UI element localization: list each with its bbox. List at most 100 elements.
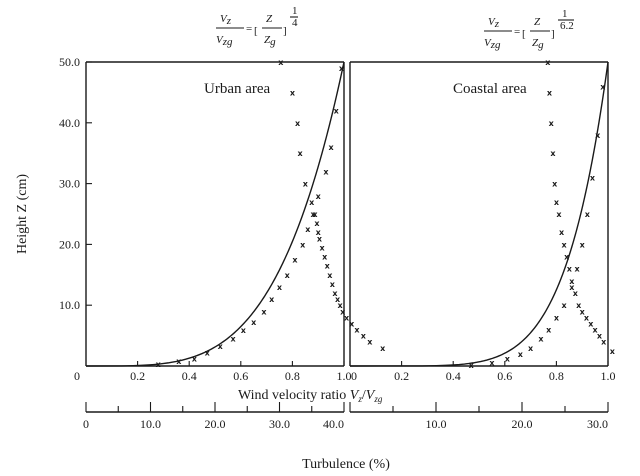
right-turbulence-tick-label: 20.0 <box>512 417 533 431</box>
left-turbulence-point: x <box>361 332 367 341</box>
left-y-tick-label: 50.0 <box>59 55 80 69</box>
urban-area-label: Urban area <box>204 81 271 97</box>
left-turbulence-point: x <box>290 88 296 97</box>
right-velocity-point: x <box>562 301 568 310</box>
left-velocity-point: x <box>329 143 335 152</box>
left-velocity-point: x <box>176 357 182 366</box>
right-x-tick-label: 1.0 <box>601 369 616 383</box>
left-y-tick-label: 20.0 <box>59 237 80 251</box>
right-velocity-point: x <box>546 326 552 335</box>
left-y-ticks: 10.0 20.0 30.0 40.0 50.0 0 <box>59 55 92 383</box>
formula-right-exp-den: 6.2 <box>560 20 574 32</box>
right-velocity-point: x <box>528 344 534 353</box>
right-velocity-point: x <box>590 174 596 183</box>
left-y-tick-label: 30.0 <box>59 177 80 191</box>
right-turbulence-point: x <box>593 326 599 335</box>
left-velocity-point: x <box>310 210 316 219</box>
left-turbulence-point: x <box>330 280 336 289</box>
left-turbulence-point: x <box>319 243 325 252</box>
left-turbulence-point: x <box>332 289 338 298</box>
right-turbulence-point: x <box>556 210 562 219</box>
right-velocity-point: x <box>538 335 544 344</box>
turbulence-axis: 0 10.0 20.0 30.0 40.0 10.0 20.0 30.0 <box>83 402 609 431</box>
right-turbulence-point: x <box>580 307 586 316</box>
right-x-tick-label: 0.6 <box>497 369 512 383</box>
left-turbulence-point: x <box>298 149 304 158</box>
formula-left-bracket-close: ] <box>283 25 287 37</box>
right-turbulence-point: x <box>547 88 553 97</box>
right-velocity-point: x <box>469 361 475 370</box>
left-turbulence-point: x <box>303 180 309 189</box>
right-turbulence-point: x <box>610 347 616 356</box>
right-turbulence-point: x <box>584 313 590 322</box>
left-turbulence-point: x <box>309 198 315 207</box>
right-x-ticks: 0 0.2 0.4 0.6 0.8 1.0 <box>349 361 616 383</box>
left-velocity-point: x <box>339 64 345 73</box>
right-turbulence-point: x <box>588 319 594 328</box>
right-velocity-point: x <box>505 355 511 364</box>
right-turbulence-point: x <box>567 265 573 274</box>
left-panel <box>85 61 345 367</box>
formula-right-eq: = <box>514 26 520 38</box>
left-velocity-point: x <box>241 326 247 335</box>
right-turbulence-point: x <box>597 332 603 341</box>
formula-left-rhs-num: Z <box>266 13 273 25</box>
right-turbulence-point: x <box>559 228 565 237</box>
left-x-tick-label: 0.2 <box>130 369 145 383</box>
left-turbulence-point: x <box>338 301 344 310</box>
left-turbulence-tick-label: 20.0 <box>205 417 226 431</box>
left-velocity-point: x <box>285 271 291 280</box>
left-x-tick-label: 0.8 <box>285 369 300 383</box>
formula-right-bracket-open: [ <box>522 28 526 40</box>
right-velocity-point: x <box>580 240 586 249</box>
left-data-points: x x xxxxxxxxxxxxxxxxxxxxxxxxxxxxxxxxxxxxxx… <box>156 58 386 369</box>
right-power-law-curve <box>349 61 609 367</box>
left-x-tick-label: 0.4 <box>182 369 197 383</box>
left-x-tick-label: 0.6 <box>233 369 248 383</box>
right-velocity-point: x <box>574 265 580 274</box>
left-velocity-point: x <box>218 342 224 351</box>
right-turbulence-point: x <box>573 289 579 298</box>
urban-power-law-formula: Vz Vzg = [ Z Zg ] 1 4 <box>216 5 298 48</box>
left-velocity-point: x <box>292 256 298 265</box>
left-turbulence-point: x <box>295 119 301 128</box>
coastal-power-law-formula: Vz Vzg = [ Z Zg ] 1 6.2 <box>484 8 574 51</box>
left-velocity-point: x <box>305 225 311 234</box>
formula-right-rhs-num: Z <box>534 16 541 28</box>
left-velocity-point: x <box>156 360 162 369</box>
right-velocity-point: x <box>569 283 575 292</box>
formula-left-lhs-num: Vz <box>220 13 232 27</box>
left-turbulence-point: x <box>367 338 373 347</box>
left-velocity-point: x <box>277 283 283 292</box>
right-x-tick-label: 0.4 <box>446 369 461 383</box>
left-velocity-point: x <box>323 167 329 176</box>
right-turbulence-point: x <box>552 180 558 189</box>
formula-right-bracket-close: ] <box>551 28 555 40</box>
right-velocity-point: x <box>600 82 606 91</box>
right-velocity-point: x <box>585 210 591 219</box>
formula-right-rhs-den: Zg <box>532 37 544 51</box>
left-power-law-curve-group <box>85 61 345 367</box>
left-turbulence-tick-label: 0 <box>83 417 89 431</box>
right-turbulence-point: x <box>601 338 607 347</box>
left-turbulence-point: x <box>314 219 320 228</box>
right-panel <box>349 61 609 367</box>
right-turbulence-point: x <box>549 119 555 128</box>
left-velocity-point: x <box>316 192 322 201</box>
right-turbulence-point: x <box>554 198 560 207</box>
left-y-tick-label: 40.0 <box>59 116 80 130</box>
left-turbulence-point: x <box>325 262 331 271</box>
formula-left-exp-den: 4 <box>292 17 298 29</box>
right-x-tick-label: 0 <box>351 369 357 383</box>
left-velocity-point: x <box>334 107 340 116</box>
left-velocity-point: x <box>192 355 198 364</box>
formula-right-lhs-num: Vz <box>488 16 500 30</box>
left-velocity-point: x <box>230 335 236 344</box>
right-turbulence-point: x <box>576 301 582 310</box>
right-turbulence-point: x <box>569 277 575 286</box>
right-velocity-point: x <box>595 131 601 140</box>
formula-left-lhs-den: Vzg <box>216 34 233 48</box>
left-turbulence-point: x <box>340 307 346 316</box>
